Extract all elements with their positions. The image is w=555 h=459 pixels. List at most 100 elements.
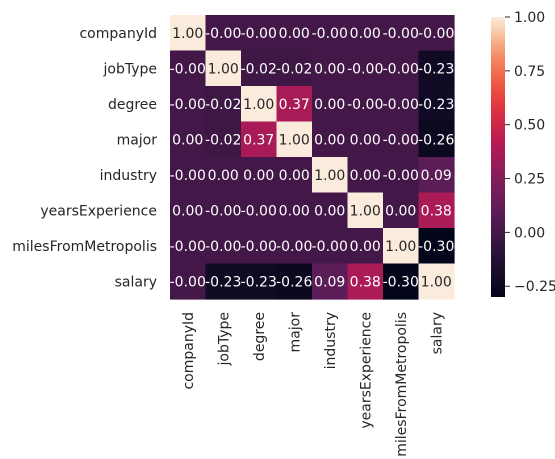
cell-annotation: -0.02: [241, 61, 277, 77]
cell-annotation: -0.00: [170, 239, 206, 255]
cell-annotation: -0.00: [347, 97, 383, 113]
cell-annotation: -0.00: [276, 239, 312, 255]
heatmap-cell-job-type-years-experience: [347, 50, 384, 87]
colorbar-tick-label: 0.00: [514, 225, 545, 241]
cell-annotation: -0.26: [418, 132, 454, 148]
heatmap-cell-miles-from-metropolis-miles-from-metropolis: [383, 228, 420, 265]
heatmap-cell-company-id-company-id: [170, 15, 207, 52]
heatmap-cell-miles-from-metropolis-salary: [418, 228, 455, 265]
colorbar-tick-label: 0.25: [514, 172, 545, 188]
cell-annotation: 0.09: [421, 168, 452, 184]
cell-annotation: -0.23: [418, 97, 454, 113]
colorbar-ticks: −0.25 0.00 0.25 0.50 0.75 1.00: [505, 10, 555, 295]
heatmap-cell-years-experience-salary: [418, 192, 455, 229]
cell-annotations: 1.00 -0.00 -0.00 0.00 -0.00 0.00 -0.00 -0.00-0.…: [170, 26, 455, 291]
cell-annotation: -0.02: [205, 132, 241, 148]
column-label-years-experience: yearsExperience: [358, 312, 374, 429]
cell-annotation: 0.37: [279, 97, 310, 113]
heatmap-cell-degree-degree: [241, 86, 278, 123]
heatmap-cell-degree-job-type: [205, 86, 242, 123]
cell-annotation: 0.00: [314, 132, 345, 148]
heatmap-cell-job-type-job-type: [205, 50, 242, 87]
cell-annotation: -0.00: [241, 203, 277, 219]
heatmap-cell-industry-degree: [241, 157, 278, 194]
row-tick-labels: companyId jobType degree major industry years…: [12, 26, 157, 291]
heatmap-cell-years-experience-years-experience: [347, 192, 384, 229]
heatmap-cell-degree-company-id: [170, 86, 207, 123]
heatmap-cell-job-type-major: [276, 50, 313, 87]
heatmap-cell-salary-miles-from-metropolis: [383, 263, 420, 300]
cell-annotation: -0.30: [418, 239, 454, 255]
cell-annotation: 0.00: [279, 26, 310, 42]
cell-annotation: -0.00: [383, 97, 419, 113]
cell-annotation: 1.00: [172, 26, 203, 42]
cell-annotation: -0.23: [418, 61, 454, 77]
cell-annotation: 0.00: [208, 168, 239, 184]
heatmap-cell-years-experience-job-type: [205, 192, 242, 229]
heatmap-cell-industry-major: [276, 157, 313, 194]
row-label-years-experience: yearsExperience: [40, 203, 157, 219]
column-label-degree: degree: [252, 312, 268, 361]
heatmap-cell-miles-from-metropolis-job-type: [205, 228, 242, 265]
cell-annotation: -0.00: [170, 274, 206, 290]
heatmap-cell-major-company-id: [170, 121, 207, 158]
colorbar-tick-label: −0.25: [514, 279, 555, 295]
heatmap-cell-salary-years-experience: [347, 263, 384, 300]
heatmap-cell-company-id-degree: [241, 15, 278, 52]
heatmap-cell-company-id-miles-from-metropolis: [383, 15, 420, 52]
cell-annotation: -0.00: [383, 61, 419, 77]
cell-annotation: 1.00: [279, 132, 310, 148]
heatmap-cell-industry-salary: [418, 157, 455, 194]
heatmap-cell-industry-company-id: [170, 157, 207, 194]
cell-annotation: -0.00: [383, 26, 419, 42]
cell-annotation: 1.00: [385, 239, 416, 255]
heatmap-cell-salary-job-type: [205, 263, 242, 300]
cell-annotation: -0.00: [241, 26, 277, 42]
heatmap-cell-miles-from-metropolis-company-id: [170, 228, 207, 265]
heatmap-cell-salary-major: [276, 263, 313, 300]
row-label-industry: industry: [100, 168, 157, 184]
heatmap-cell-salary-salary: [418, 263, 455, 300]
heatmap-cell-company-id-major: [276, 15, 313, 52]
heatmap-cell-job-type-industry: [312, 50, 349, 87]
cell-annotation: 1.00: [314, 168, 345, 184]
column-label-company-id: companyId: [181, 312, 197, 390]
cell-annotation: -0.00: [418, 26, 454, 42]
cell-annotation: -0.02: [276, 61, 312, 77]
heatmap-cell-major-industry: [312, 121, 349, 158]
cell-annotation: 0.00: [350, 239, 381, 255]
cell-annotation: 1.00: [350, 203, 381, 219]
colorbar: [491, 17, 505, 297]
heatmap-cell-miles-from-metropolis-major: [276, 228, 313, 265]
cell-annotation: 0.00: [243, 168, 274, 184]
cell-annotation: -0.00: [383, 168, 419, 184]
cell-annotation: 0.38: [421, 203, 452, 219]
heatmap-cell-degree-industry: [312, 86, 349, 123]
colorbar-tick-label: 0.50: [514, 118, 545, 134]
cell-annotation: 0.38: [350, 274, 381, 290]
cell-annotation: 0.00: [350, 26, 381, 42]
row-label-degree: degree: [108, 97, 157, 113]
heatmap-cell-degree-years-experience: [347, 86, 384, 123]
heatmap-cell-job-type-company-id: [170, 50, 207, 87]
row-label-company-id: companyId: [79, 26, 157, 42]
heatmap-cell-years-experience-major: [276, 192, 313, 229]
cell-annotation: -0.00: [205, 239, 241, 255]
colorbar-tick-label: 0.75: [514, 64, 545, 80]
row-label-miles-from-metropolis: milesFromMetropolis: [12, 239, 157, 255]
cell-annotation: -0.00: [205, 203, 241, 219]
heatmap-cell-miles-from-metropolis-industry: [312, 228, 349, 265]
heatmap-cell-salary-industry: [312, 263, 349, 300]
cell-annotation: -0.30: [383, 274, 419, 290]
heatmap-cell-job-type-salary: [418, 50, 455, 87]
cell-annotation: 0.00: [385, 203, 416, 219]
heatmap-cell-industry-industry: [312, 157, 349, 194]
cell-annotation: 0.00: [314, 97, 345, 113]
heatmap-cell-degree-salary: [418, 86, 455, 123]
column-label-job-type: jobType: [216, 312, 232, 367]
heatmap-cell-job-type-degree: [241, 50, 278, 87]
heatmap-cell-company-id-years-experience: [347, 15, 384, 52]
column-label-salary: salary: [429, 312, 445, 354]
cell-annotation: -0.23: [241, 274, 277, 290]
heatmap-cell-years-experience-company-id: [170, 192, 207, 229]
